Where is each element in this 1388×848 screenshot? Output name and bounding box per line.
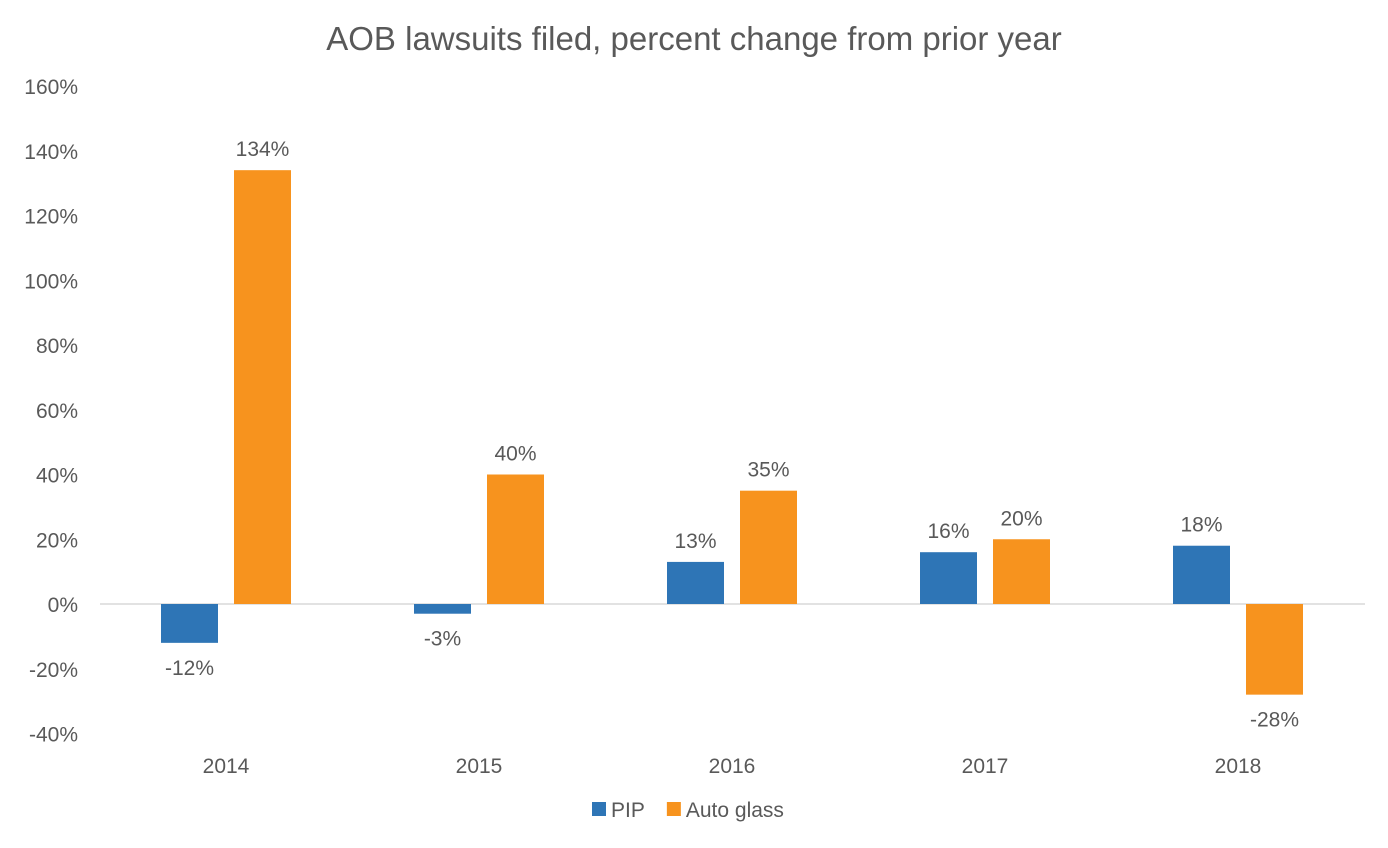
x-tick-label: 2016 xyxy=(709,755,756,778)
data-label: 40% xyxy=(494,443,536,466)
data-label: 35% xyxy=(747,459,789,482)
bar-pip xyxy=(1173,545,1230,604)
chart-title: AOB lawsuits filed, percent change from … xyxy=(326,20,1062,57)
y-tick-label: 80% xyxy=(36,335,78,358)
x-axis: 2014 2015 2016 2017 2018 xyxy=(203,755,1262,778)
data-label: 18% xyxy=(1180,514,1222,537)
y-tick-label: 160% xyxy=(24,76,78,99)
y-tick-label: -20% xyxy=(29,659,78,682)
y-tick-label: 20% xyxy=(36,529,78,552)
bars: -12% 134% -3% 40% 13% 35% 16% 20% 18% -28% xyxy=(161,138,1303,732)
data-label: -12% xyxy=(165,657,214,680)
x-tick-label: 2017 xyxy=(962,755,1009,778)
bar-pip xyxy=(667,561,724,604)
bar-auto-glass xyxy=(234,170,291,605)
legend-swatch xyxy=(666,802,681,816)
legend: PIP Auto glass xyxy=(592,799,784,822)
legend-label: Auto glass xyxy=(686,799,784,822)
y-tick-label: 40% xyxy=(36,465,78,488)
legend-label: PIP xyxy=(611,799,645,822)
y-axis: -40% -20% 0% 20% 40% 60% 80% 100% 120% 140% 160% xyxy=(24,76,78,747)
bar-auto-glass xyxy=(487,474,544,604)
x-tick-label: 2015 xyxy=(456,755,503,778)
y-tick-label: 100% xyxy=(24,270,78,293)
data-label: -3% xyxy=(424,628,461,651)
y-tick-label: 120% xyxy=(24,206,78,229)
data-label: 16% xyxy=(927,520,969,543)
data-label: 134% xyxy=(236,138,290,161)
x-tick-label: 2014 xyxy=(203,755,250,778)
legend-swatch xyxy=(592,802,606,816)
bar-pip xyxy=(161,604,218,643)
data-label: 13% xyxy=(674,530,716,553)
bar-auto-glass xyxy=(740,490,797,604)
y-tick-label: -40% xyxy=(29,724,78,747)
x-tick-label: 2018 xyxy=(1215,755,1262,778)
data-label: -28% xyxy=(1250,709,1299,732)
y-tick-label: 60% xyxy=(36,400,78,423)
bar-pip xyxy=(414,604,471,614)
data-label: 20% xyxy=(1000,507,1042,530)
bar-auto-glass xyxy=(993,539,1050,604)
bar-pip xyxy=(920,552,977,604)
y-tick-label: 140% xyxy=(24,141,78,164)
y-tick-label: 0% xyxy=(48,594,78,617)
bar-auto-glass xyxy=(1246,604,1303,695)
